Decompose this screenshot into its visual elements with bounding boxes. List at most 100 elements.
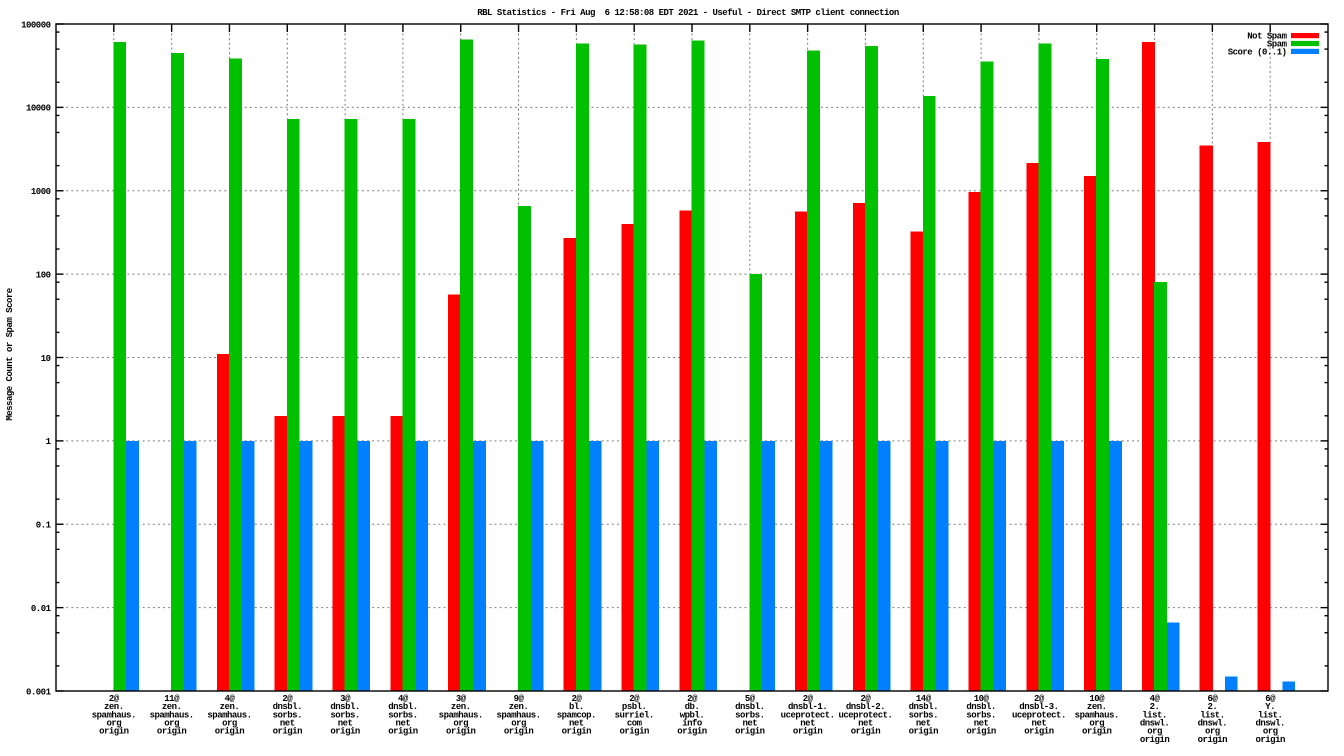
svg-text:info: info [682,719,702,729]
svg-text:org: org [1263,727,1278,737]
svg-text:surriel.: surriel. [615,710,654,720]
svg-text:2@: 2@ [861,694,872,704]
svg-text:list.: list. [1258,710,1283,720]
svg-text:1000: 1000 [31,187,51,197]
svg-text:uceprotect.: uceprotect. [1012,710,1066,720]
svg-text:origin: origin [273,727,303,737]
svg-text:net: net [338,719,353,729]
svg-text:4@: 4@ [398,694,409,704]
svg-text:org: org [1089,719,1104,729]
svg-text:org: org [1147,727,1162,737]
svg-text:2@: 2@ [1034,694,1045,704]
svg-text:origin: origin [1198,735,1228,745]
svg-text:Y.: Y. [1265,702,1275,712]
svg-text:psbl.: psbl. [622,702,647,712]
svg-text:net: net [569,719,584,729]
svg-text:6@: 6@ [1265,694,1276,704]
svg-text:zen.: zen. [220,702,240,712]
svg-text:sorbs.: sorbs. [735,710,764,720]
svg-text:sorbs.: sorbs. [388,710,417,720]
svg-text:net: net [280,719,295,729]
svg-text:spamcop.: spamcop. [557,710,596,720]
svg-text:2@: 2@ [282,694,293,704]
svg-text:sorbs.: sorbs. [273,710,302,720]
svg-text:org: org [1205,727,1220,737]
svg-text:net: net [742,719,757,729]
svg-text:origin: origin [677,727,707,737]
svg-text:0.1: 0.1 [36,521,52,531]
svg-text:2@: 2@ [109,694,120,704]
svg-text:zen.: zen. [104,702,124,712]
svg-text:Not Spam: Not Spam [1247,32,1287,42]
svg-text:100: 100 [36,270,51,280]
svg-text:list.: list. [1200,710,1225,720]
svg-text:5@: 5@ [745,694,756,704]
svg-text:bl.: bl. [569,702,584,712]
svg-text:14@: 14@ [916,694,932,704]
svg-text:origin: origin [966,727,996,737]
svg-text:origin: origin [735,727,765,737]
svg-text:sorbs.: sorbs. [330,710,359,720]
svg-text:wpbl.: wpbl. [680,710,705,720]
svg-text:10: 10 [41,354,51,364]
svg-text:origin: origin [1082,727,1112,737]
svg-text:spamhaus.: spamhaus. [1075,710,1119,720]
svg-text:100000: 100000 [21,20,51,30]
svg-text:list.: list. [1142,710,1167,720]
svg-text:zen.: zen. [162,702,182,712]
svg-text:net: net [974,719,989,729]
svg-text:origin: origin [562,727,592,737]
svg-text:2@: 2@ [687,694,698,704]
svg-text:2.: 2. [1207,702,1217,712]
svg-text:dnsbl.: dnsbl. [966,702,995,712]
svg-text:RBL Statistics - Fri Aug 6 12: RBL Statistics - Fri Aug 6 12:58:08 EDT … [477,8,899,18]
svg-text:origin: origin [157,727,187,737]
svg-text:net: net [916,719,931,729]
svg-text:org: org [164,719,179,729]
svg-text:origin: origin [793,727,823,737]
svg-text:dnsbl.: dnsbl. [909,702,938,712]
svg-text:spamhaus.: spamhaus. [207,710,251,720]
svg-text:2@: 2@ [803,694,814,704]
svg-text:dnsbl-1.: dnsbl-1. [788,702,827,712]
svg-text:9@: 9@ [514,694,525,704]
svg-text:spamhaus.: spamhaus. [496,710,540,720]
svg-text:origin: origin [388,727,418,737]
svg-text:dnsbl-2.: dnsbl-2. [846,702,885,712]
svg-text:dnswl.: dnswl. [1255,719,1284,729]
svg-text:dnsbl.: dnsbl. [330,702,359,712]
svg-text:2@: 2@ [629,694,640,704]
svg-text:2.: 2. [1150,702,1160,712]
svg-text:net: net [858,719,873,729]
svg-text:dnsbl.: dnsbl. [388,702,417,712]
svg-text:origin: origin [215,727,245,737]
svg-text:4@: 4@ [225,694,236,704]
svg-text:zen.: zen. [509,702,529,712]
svg-text:origin: origin [504,727,534,737]
svg-text:0.001: 0.001 [26,687,52,697]
svg-text:3@: 3@ [456,694,467,704]
svg-text:spamhaus.: spamhaus. [92,710,136,720]
svg-text:sorbs.: sorbs. [909,710,938,720]
svg-text:spamhaus.: spamhaus. [150,710,194,720]
svg-text:11@: 11@ [164,694,180,704]
svg-text:spamhaus.: spamhaus. [439,710,483,720]
svg-text:db.: db. [685,702,700,712]
svg-text:Message Count or Spam Score: Message Count or Spam Score [5,288,15,420]
svg-text:org: org [453,719,468,729]
svg-text:0.01: 0.01 [31,604,52,614]
svg-text:3@: 3@ [340,694,351,704]
svg-text:org: org [106,719,121,729]
svg-text:10@: 10@ [974,694,990,704]
svg-text:zen.: zen. [1087,702,1107,712]
svg-text:origin: origin [851,727,881,737]
svg-text:dnsbl-3.: dnsbl-3. [1019,702,1058,712]
svg-text:origin: origin [909,727,939,737]
svg-text:origin: origin [1024,727,1054,737]
svg-text:zen.: zen. [451,702,471,712]
svg-text:org: org [511,719,526,729]
svg-text:1: 1 [46,437,52,447]
svg-text:dnswl.: dnswl. [1198,719,1227,729]
svg-text:origin: origin [1255,735,1285,745]
svg-text:origin: origin [99,727,129,737]
